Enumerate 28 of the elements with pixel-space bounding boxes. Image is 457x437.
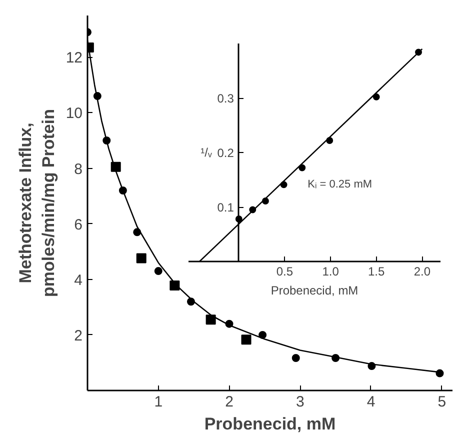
y-tick-label: 12 <box>66 50 83 67</box>
x-tick-label: 5 <box>438 394 446 410</box>
x-tick-label: 0.5 <box>276 264 294 278</box>
point <box>292 354 300 362</box>
annotation: Kᵢ = 0.25 mM <box>308 178 372 191</box>
y-tick-label: 10 <box>66 105 83 122</box>
y-tick-label: 0.1 <box>217 200 234 214</box>
y-tick-label: 0.3 <box>217 92 234 106</box>
x-tick-label: 3 <box>296 394 304 410</box>
y-tick-label: 2 <box>74 327 82 344</box>
y-tick-label: 8 <box>74 160 82 178</box>
x-tick-label: 1.0 <box>322 264 340 278</box>
x-axis-title: Probenecid, mM <box>204 414 336 434</box>
y-tick-label: 0.2 <box>217 146 234 160</box>
x-tick-label: 1.5 <box>368 264 386 278</box>
x-tick-label: 4 <box>366 394 376 410</box>
point <box>136 253 146 264</box>
y-axis-title: ¹/ᵥ <box>200 146 212 160</box>
y-axis-title: Methotrexate Influx, pmoles/min/mg Protein <box>16 109 58 297</box>
point <box>154 267 162 276</box>
point <box>372 93 380 100</box>
point <box>206 314 216 325</box>
point <box>298 164 306 172</box>
point <box>241 334 252 345</box>
x-tick-label: 2.0 <box>414 264 431 278</box>
y-tick-label: 6 <box>74 216 82 234</box>
x-axis-title: Probenecid, mM <box>270 284 358 298</box>
x-tick-label: 1 <box>154 394 163 410</box>
